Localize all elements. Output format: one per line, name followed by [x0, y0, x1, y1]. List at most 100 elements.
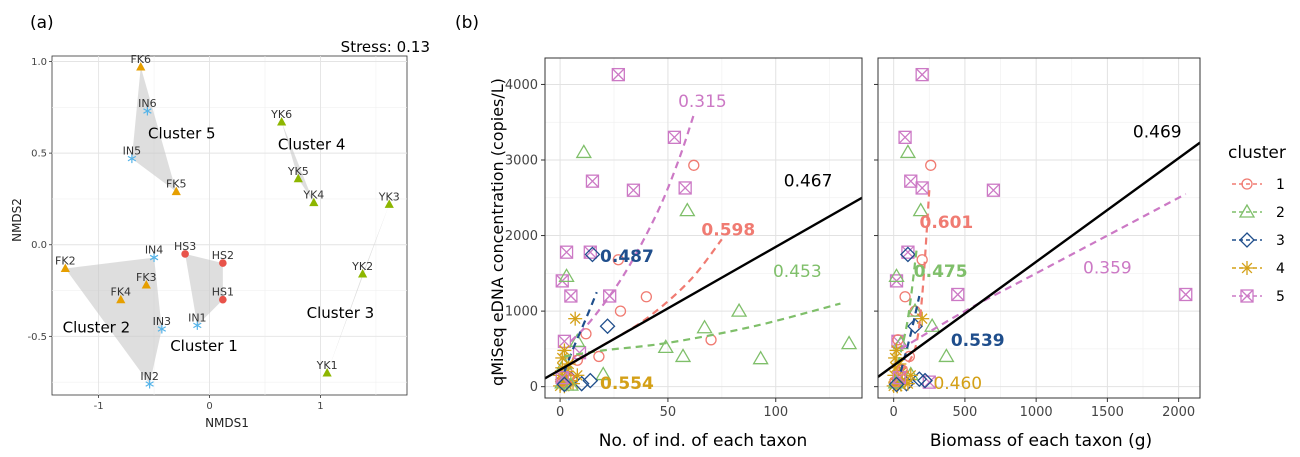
individuals-r-label: 0.453	[773, 262, 822, 282]
legend-entry: 1	[1232, 177, 1285, 193]
nmds-x-axis-label: NMDS1	[205, 416, 249, 430]
legend-entry: 3	[1232, 232, 1285, 249]
nmds-point	[384, 199, 394, 208]
biomass-r-label: 0.359	[1083, 258, 1132, 278]
nmds-x-tick-label: 0	[206, 401, 212, 412]
nmds-x-tick-label: -1	[94, 401, 104, 412]
individuals-plot: 0 50 100010002000300040000.3150.5980.4870.…	[505, 57, 863, 420]
individuals-point	[593, 350, 605, 363]
biomass-r-label: 0.475	[914, 262, 968, 282]
panel-b-label: (b)	[455, 13, 479, 33]
legend-label: 4	[1276, 261, 1285, 277]
nmds-point-label: YK6	[270, 108, 292, 121]
nmds-point	[136, 61, 146, 71]
individuals-point	[840, 335, 858, 350]
individuals-y-tick-label: 4000	[505, 78, 538, 93]
individuals-y-tick-label: 0	[530, 380, 538, 395]
biomass-x-axis-label: Biomass of each taxon (g)	[930, 431, 1152, 451]
biomass-point	[917, 372, 933, 389]
individuals-point	[555, 370, 569, 385]
nmds-point	[322, 368, 332, 377]
nmds-x-tick-label: 1	[317, 401, 323, 412]
individuals-y-tick-label: 1000	[505, 305, 538, 320]
individuals-r-label: 0.487	[600, 247, 654, 267]
biomass-plot-border	[877, 57, 1201, 399]
nmds-point-label: IN6	[138, 97, 156, 110]
biomass-marks	[878, 67, 1200, 394]
individuals-r-label: 0.315	[678, 92, 727, 112]
individuals-x-tick-label: 100	[763, 405, 788, 420]
biomass-point	[903, 368, 918, 383]
nmds-plot-area	[51, 55, 408, 396]
cluster-label: Cluster 3	[307, 304, 375, 322]
cluster-legend: 1 2 3 4 5	[1232, 177, 1285, 305]
biomass-point	[925, 159, 937, 171]
nmds-point-label: IN1	[188, 311, 206, 324]
nmds-point	[171, 186, 181, 196]
individuals-point	[564, 289, 578, 303]
individuals-point	[674, 348, 692, 363]
individuals-point	[688, 159, 700, 171]
biomass-point	[915, 181, 929, 195]
nmds-y-tick-label: -0.5	[27, 332, 47, 343]
cluster-label: Cluster 2	[63, 319, 131, 337]
biomass-point	[916, 254, 928, 266]
nmds-point	[181, 250, 189, 258]
nmds-point	[127, 154, 137, 164]
legend-entry: 4	[1232, 261, 1285, 277]
individuals-x-tick-label: 50	[660, 405, 677, 420]
nmds-plot: -1 0 1 -0.5 0.0 0.5 1.0 FK6 IN6 IN5 FK5 FK2 FK4 FK3 IN…	[27, 53, 408, 412]
individuals-r-label: 0.467	[784, 171, 833, 191]
individuals-point	[678, 181, 692, 195]
nmds-point	[219, 295, 227, 304]
individuals-marks	[545, 67, 862, 394]
nmds-point	[219, 259, 227, 267]
individuals-point	[580, 328, 592, 340]
biomass-point	[906, 302, 924, 317]
biomass-x-tick-label: 2000	[1162, 405, 1195, 420]
nmds-point-label: HS2	[212, 249, 234, 262]
individuals-point	[679, 202, 696, 217]
nmds-y-tick-label: 1.0	[31, 57, 47, 68]
nmds-point-label: HS3	[174, 240, 196, 253]
individuals-overall-fit-line	[545, 196, 862, 380]
nmds-point	[157, 324, 167, 334]
individuals-point	[667, 130, 682, 144]
nmds-point	[309, 197, 319, 207]
nmds-point	[149, 253, 159, 263]
individuals-point	[558, 268, 575, 283]
individuals-point	[569, 333, 586, 347]
individuals-point	[575, 144, 592, 159]
biomass-cluster-curve	[896, 250, 918, 365]
biomass-x-tick-label: 1500	[1091, 405, 1124, 420]
individuals-point	[599, 318, 616, 335]
nmds-point-label: IN3	[153, 315, 171, 328]
biomass-point	[888, 376, 905, 393]
biomass-point	[1179, 287, 1193, 302]
biomass-point	[892, 370, 907, 385]
cluster-hull	[185, 253, 223, 326]
nmds-point-label: YK2	[351, 260, 373, 273]
individuals-r-label: 0.554	[600, 374, 654, 394]
nmds-point-label: FK6	[130, 53, 151, 66]
individuals-point	[585, 174, 600, 188]
individuals-r-label: 0.598	[701, 221, 755, 241]
individuals-point	[568, 311, 583, 326]
legend-entry: 5	[1232, 289, 1285, 305]
individuals-point	[626, 183, 641, 197]
biomass-point	[904, 174, 918, 188]
individuals-point	[612, 254, 624, 266]
biomass-x-tick-label: 0	[890, 405, 898, 420]
individuals-point	[752, 350, 769, 365]
biomass-point	[898, 130, 912, 144]
nmds-point-label: HS1	[212, 286, 234, 299]
nmds-y-tick-label: 0.5	[31, 149, 47, 160]
nmds-point	[293, 173, 303, 183]
individuals-point	[559, 245, 574, 259]
legend-label: 2	[1276, 205, 1285, 221]
biomass-cluster-curve	[899, 190, 931, 373]
biomass-point	[911, 371, 928, 388]
nmds-point	[116, 294, 126, 304]
individuals-cluster-curve	[563, 291, 598, 372]
biomass-point	[899, 144, 917, 159]
